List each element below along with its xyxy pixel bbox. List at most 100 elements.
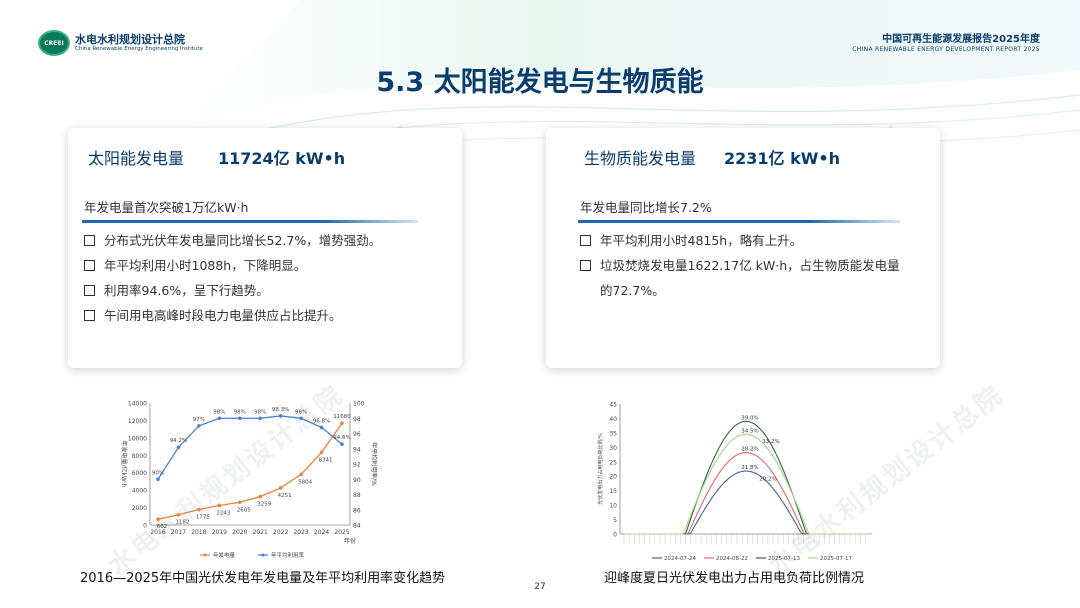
y2-tick-label: 86	[353, 507, 361, 514]
legend-label: 2024-08-22	[716, 556, 748, 562]
data-label: 94.6%	[333, 435, 350, 441]
data-point	[217, 416, 222, 421]
x-tick-label: 2019	[212, 529, 227, 536]
y-tick-label: 12000	[128, 418, 147, 425]
biomass-label: 生物质能发电量	[584, 149, 697, 168]
y2-tick-label: 96	[353, 431, 361, 438]
page-title: 5.3 太阳能发电与生物质能	[376, 67, 704, 98]
data-point	[156, 517, 160, 522]
y-tick-label: 14000	[128, 401, 147, 408]
series-line-4	[624, 433, 868, 535]
logo-subtitle: China Renewable Energy Engineering Insti…	[75, 46, 203, 52]
data-label: 2243	[216, 510, 230, 516]
biomass-bullets: 年平均利用小时4815h，略有上升。 垃圾焚烧发电量1622.17亿 kW·h，占…	[580, 228, 900, 303]
data-point	[176, 512, 181, 517]
annotation-label: 33.2%	[762, 439, 779, 445]
y2-tick-label: 92	[353, 462, 361, 469]
data-label: 96.8%	[313, 418, 330, 424]
data-point	[340, 442, 344, 446]
report-title: 中国可再生能源发展报告2025年度	[882, 34, 1040, 45]
checkbox-square-icon	[84, 235, 95, 246]
y-axis-label: 光伏发电出力占用电负荷比例/%	[597, 433, 604, 505]
y-tick-label: 15	[609, 488, 617, 495]
x-tick-label: 2016	[150, 529, 165, 536]
y2-tick-label: 98	[353, 416, 361, 423]
peak-label: 34.5%	[741, 428, 758, 434]
data-point	[176, 445, 181, 450]
data-point	[258, 494, 263, 499]
data-point	[156, 477, 160, 482]
y-tick-label: 0	[613, 532, 617, 539]
y-tick-label: 10000	[128, 435, 147, 442]
y-tick-label: 10	[609, 503, 617, 510]
data-point	[197, 507, 201, 512]
solar-value: 11724亿 kW•h	[218, 149, 346, 168]
series-line-1	[157, 422, 343, 520]
data-label: 2605	[237, 507, 251, 513]
series-line-1	[624, 470, 868, 535]
y2-tick-label: 90	[353, 477, 361, 484]
y-tick-label: 25	[609, 459, 617, 466]
data-label: 11680	[333, 414, 351, 420]
data-point	[340, 421, 344, 426]
data-label: 98%	[234, 409, 246, 415]
biomass-subtitle: 年发电量同比增长7.2%	[580, 200, 712, 215]
checkbox-square-icon	[580, 235, 591, 246]
y-tick-label: 8000	[132, 453, 147, 460]
y2-axis-label: 年平均利用率/%	[370, 442, 378, 486]
x-tick-label: 2023	[293, 529, 308, 536]
peak-label: 28.2%	[741, 447, 758, 453]
data-label: 1775	[196, 515, 210, 521]
series-line-2	[157, 415, 343, 480]
y-tick-label: 30	[609, 445, 617, 452]
y-tick-label: 4000	[132, 488, 147, 495]
data-label: 662	[157, 524, 168, 530]
y-tick-label: 20	[609, 474, 617, 481]
logo: CREEI 水电水利规划设计总院 China Renewable Energy …	[38, 30, 203, 56]
solar-bullet-text: 利用率94.6%，呈下行趋势。	[104, 283, 269, 298]
legend-label: 年发电量	[213, 551, 236, 559]
y-tick-label: 0	[143, 523, 147, 530]
solar-bullet-text: 分布式光伏年发电量同比增长52.7%，增势强劲。	[104, 233, 382, 248]
data-label: 5804	[298, 479, 312, 485]
solar-bullet-text: 年平均利用小时1088h，下降明显。	[104, 258, 307, 273]
solar-load-share-chart: 0 5 10 15 20 25 30 35 40 45 光伏发电出力占用电负荷比例/% 21.8% 28…	[597, 402, 872, 562]
logo-badge: CREEI	[38, 30, 70, 56]
data-label: 3259	[257, 502, 271, 508]
data-point	[299, 416, 303, 421]
data-point	[258, 416, 263, 421]
y-axis-label: 年发电量/亿kW·h	[120, 440, 128, 487]
right-chart-caption: 迎峰度夏日光伏发电出力占用电负荷比例情况	[604, 571, 865, 586]
y-tick-label: 40	[609, 416, 617, 423]
x-axis-label: 年份	[344, 537, 356, 545]
x-tick-label: 2022	[273, 529, 288, 536]
x-tick-label: 2021	[253, 529, 268, 536]
y2-tick-label: 88	[353, 492, 361, 499]
solar-bullet: 午间用电高峰时段电力电量供应占比提升。	[84, 303, 444, 328]
x-tick-label: 2020	[232, 529, 247, 536]
solar-label: 太阳能发电量	[88, 149, 185, 168]
x-tick-label: 2018	[191, 529, 206, 536]
solar-bullet-text: 午间用电高峰时段电力电量供应占比提升。	[104, 308, 342, 323]
data-label: 97%	[193, 417, 205, 423]
data-point	[278, 486, 283, 490]
biomass-bullet-text: 年平均利用小时4815h，略有上升。	[600, 233, 803, 248]
divider	[82, 220, 418, 223]
peak-label: 21.8%	[741, 465, 758, 471]
series-line-3	[624, 420, 868, 535]
data-label: 98%	[254, 409, 266, 415]
data-point	[278, 414, 283, 418]
data-label: 8341	[319, 457, 333, 463]
legend-label: 2025-07-17	[820, 556, 852, 562]
x-tick-label: 2017	[171, 529, 186, 536]
legend-marker	[261, 553, 265, 557]
solar-card: 太阳能发电量 11724亿 kW•h 年发电量首次突破1万亿kW·h 分布式光伏年…	[68, 128, 462, 368]
solar-subtitle: 年发电量首次突破1万亿kW·h	[84, 200, 249, 215]
data-label: 90%	[152, 470, 164, 476]
x-tick-label: 2025	[334, 529, 349, 536]
checkbox-square-icon	[84, 260, 95, 271]
data-label: 94.2%	[170, 438, 187, 444]
biomass-card: 生物质能发电量 2231亿 kW•h 年发电量同比增长7.2% 年平均利用小时48…	[546, 128, 940, 368]
x-tick-label: 2024	[314, 529, 329, 536]
solar-bullets: 分布式光伏年发电量同比增长52.7%，增势强劲。 年平均利用小时1088h，下降明…	[84, 228, 444, 328]
